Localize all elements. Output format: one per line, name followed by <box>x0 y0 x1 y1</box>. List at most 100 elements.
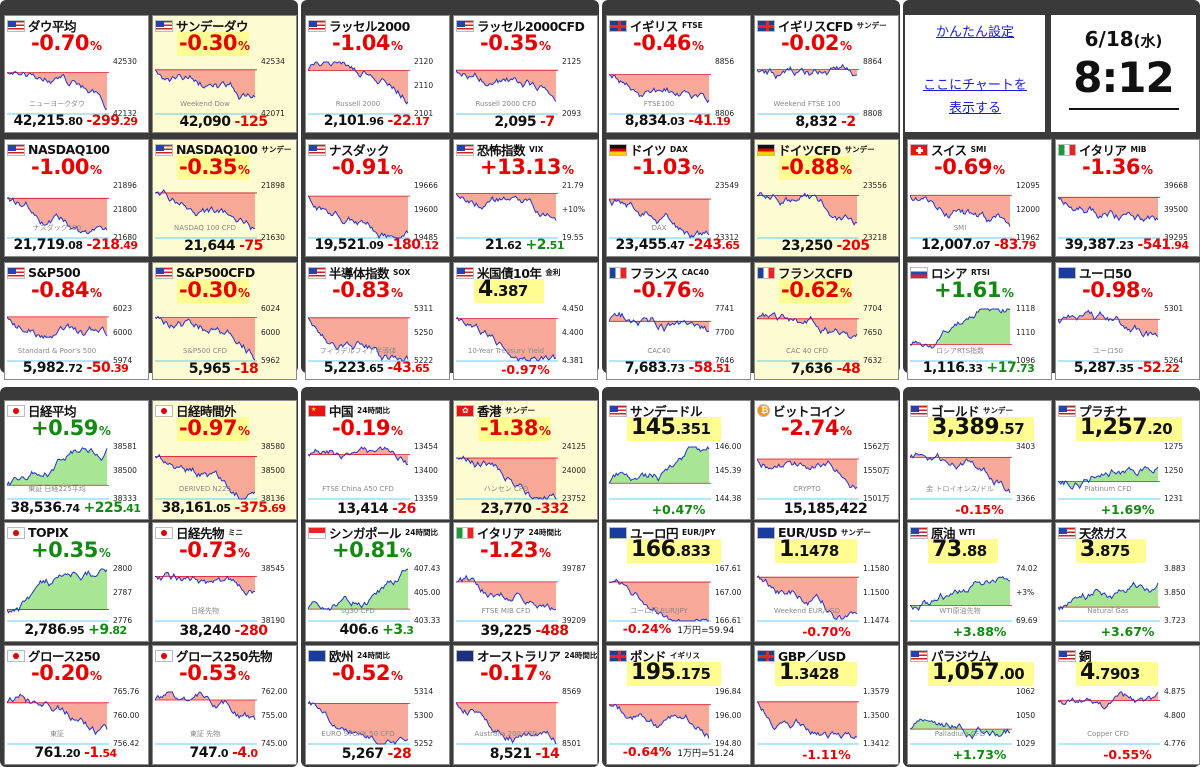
tile-sg[interactable]: シンガポール 24時間比 sg30 CFD 407.43 405.00 403.33 +0.… <box>305 522 450 642</box>
tile-n225-night[interactable]: 日経時間外 DERIVED N225 38580 38500 38136 -0.97% 38… <box>152 400 297 520</box>
tile-eurusd[interactable]: EUR/USD サンデー Weekend EUR/USD 1.1580 1.1500 1.… <box>754 522 899 642</box>
tile-us10y[interactable]: 米国債10年 金利 10-Year Treasury Yield 4.450 4.400… <box>453 262 598 380</box>
price-dec: .96 <box>365 115 385 128</box>
tile-header: グロース250先物 <box>155 647 296 664</box>
tile-nasdaq100-sun[interactable]: NASDAQ100 サンデー NASDAQ 100 CFD 21898 21630 -0.… <box>152 139 297 257</box>
percent-value: -1.23 <box>480 538 539 562</box>
tile-palladium[interactable]: パラジウム Palladium CFD 1062 1050 1029 1,057.00 +1… <box>907 645 1052 765</box>
show-chart-link-line2[interactable]: 表示する <box>948 101 1001 116</box>
percent-unit: % <box>993 163 1005 177</box>
percent-value: +0.81 <box>332 538 399 562</box>
tile-de-cfd[interactable]: ドイツCFD サンデー 23556 23218 -0.88% 23,250 -205 <box>754 139 899 257</box>
tile-header: スイス SMI <box>910 141 1051 158</box>
tile-gbpusd[interactable]: GBP／USD 1.3579 1.3500 1.3412 1.3428 -1.11% <box>754 645 899 765</box>
tile-growth250[interactable]: グロース250 東証 765.76 760.00 756.42 -0.20% 761.20-… <box>4 645 149 765</box>
tile-gold[interactable]: ゴールド サンデー金 トロイオンス/ドル 3403 3366 3,389.57 -0.15… <box>907 400 1052 520</box>
tile-growth250f[interactable]: グロース250先物 東証 先物 762.00 755.00 745.00 -0.53% 74… <box>152 645 297 765</box>
axis-tick-label: 8569 <box>562 688 581 696</box>
percent-unit: % <box>391 286 403 300</box>
tile-n225[interactable]: 日経平均 東証 日経225平均 38581 38500 38333 +0.59% 38,53… <box>4 400 149 520</box>
tile-gbpjpy[interactable]: ポンド イギリス 196.84 196.00 194.80 195.175 -0.64% 1万… <box>606 645 751 765</box>
tile-subtitle: ミニ <box>228 528 244 537</box>
chart-watermark: Natural Gas <box>1087 607 1129 615</box>
tile-smi[interactable]: スイス SMI SMI 12095 12000 11962 -0.69% 12,007.07-… <box>907 139 1052 257</box>
mini-chart: ハンセン CFD 24125 24000 23752 <box>456 443 586 503</box>
flag-icon: ₿ <box>757 404 770 417</box>
tile-china[interactable]: ★ 中国 24時間比 FTSE China A50 CFD 13454 13400 1335… <box>305 400 450 520</box>
tile-mib[interactable]: イタリア MIB 39668 39500 39295 -1.36% 39,387.23 -54… <box>1055 139 1200 257</box>
tile-nasdaq100[interactable]: NASDAQ100 ナスダック100 21896 21800 21680 -1.00% 21… <box>4 139 149 257</box>
axis-tick-label: 23312 <box>715 233 739 242</box>
percent-unit: % <box>1141 163 1153 177</box>
tile-russell[interactable]: ラッセル2000 Russell 2000 2120 2110 2101 -1.04% 2,… <box>305 15 450 133</box>
tile-it24[interactable]: イタリア 24時間比 FTSE MIB CFD 39787 39209 -1.23% 39,… <box>453 522 598 642</box>
tile-name: 香港 <box>477 404 502 419</box>
tile-dax[interactable]: ドイツ DAX DAX 23549 23312 -1.03% 23,455.47 -243.6… <box>606 139 751 257</box>
tile-cac[interactable]: フランス CAC40 CAC40 7741 7700 7646 -0.76% 7,683.73… <box>606 262 751 380</box>
tile-russell-cfd[interactable]: ラッセル2000CFD Russell 2000 CFD 2125 2093 -0.35… <box>453 15 598 133</box>
tile-header: シンガポール 24時間比 <box>308 524 449 541</box>
price-row: 8,834.03 -41.19 <box>607 113 748 130</box>
easy-setup-link[interactable]: かんたん設定 <box>935 25 1014 40</box>
tile-topix[interactable]: TOPIX 2800 2787 2776 +0.35% 2,786.95 +9.82 <box>4 522 149 642</box>
tile-ftse[interactable]: イギリス FTSE FTSE100 8856 8806 -0.46% 8,834.03 -41… <box>606 15 751 133</box>
tile-dow[interactable]: ダウ平均 ニューヨークダウ 42530 42132 -0.70% 42,215.80 -29… <box>4 15 149 133</box>
tile-name: NASDAQ100 <box>176 142 258 157</box>
tile-name: 恐怖指数 <box>477 143 526 158</box>
tile-sox[interactable]: 半導体指数 SOX フィラデルフィア半導体 5311 5250 5222 -0.83% 5,2… <box>305 262 450 380</box>
price-row: 38,240 -280 <box>153 623 294 639</box>
tile-nasdaq[interactable]: ナスダック 19666 19600 19485 -0.91% 19,521.09 -180.… <box>305 139 450 257</box>
tile-header: オーストラリア 24時間比 <box>456 647 597 664</box>
tile-sp500[interactable]: S&P500 Standard & Poor's 500 6023 6000 5974-… <box>4 262 149 380</box>
flag-icon <box>456 143 474 156</box>
tile-vix[interactable]: 恐怖指数 VIX 21.79 +10% 19.55 +13.13% 21.62 +2.51 <box>453 139 598 257</box>
axis-tick-label: 6000 <box>261 328 280 337</box>
tile-eurjpy[interactable]: ユーロ円 EUR/JPY ユーロ円 EUR/JPY 167.61 167.00 166.6… <box>606 522 751 642</box>
price-int: 1,057 <box>932 660 1000 685</box>
price-int: 13,414 <box>337 501 389 517</box>
percent-caption: +3.67% <box>1056 624 1199 639</box>
price-int: 406 <box>339 622 368 638</box>
axis-tick-label: 755.00 <box>261 711 287 720</box>
chart-watermark: ユーロ円 EUR/JPY <box>630 607 688 615</box>
tile-euro50[interactable]: ユーロ50 ユーロ50 5301 5264 -0.98% 5,287.35 -52.22 <box>1055 262 1200 380</box>
tile-n225-mini[interactable]: 日経先物 ミニ 日経先物 38545 38190 -0.73% 38,240 -280 <box>152 522 297 642</box>
tile-name: スイス <box>931 143 967 158</box>
tile-rtsi[interactable]: ロシア RTSI ロシアRTS指数 1118 1110 1096 +1.61% 1,116.3… <box>907 262 1052 380</box>
price-line <box>910 576 1011 612</box>
price-value: 3,389.57 <box>932 415 1025 442</box>
tile-name: イタリア <box>1079 143 1127 158</box>
mini-chart: Copper CFD 4.875 4.800 4.776 <box>1058 688 1186 748</box>
tile-btc[interactable]: ₿ ビットコイン CRYPTO 1562万 1550万 1501万 -2.74% 15,185… <box>754 400 899 520</box>
chart-area <box>609 579 709 621</box>
tile-au[interactable]: オーストラリア 24時間比 Australia 200 CFD 8569 8501 -0.… <box>453 645 598 765</box>
tile-uk-cfd[interactable]: イギリスCFD サンデー Weekend FTSE 100 8864 8808 -0.02… <box>754 15 899 133</box>
axis-tick-label: 5300 <box>414 711 433 720</box>
tile-wti[interactable]: 原油 WTI WTI原油先物 74.02 +3% 69.69 73.88 +3.88% <box>907 522 1052 642</box>
flag-icon <box>155 649 173 662</box>
price-int: 21,719 <box>13 237 65 253</box>
percent-caption: -0.97% <box>454 362 597 377</box>
tile-fr-cfd[interactable]: フランスCFD CAC 40 CFD 7704 7650 7632 -0.62% 7,636… <box>754 262 899 380</box>
price-line <box>609 198 710 239</box>
percent-change: -0.98% <box>1082 278 1153 305</box>
axis-tick-label: 38581 <box>113 443 137 451</box>
percent-unit: % <box>1001 286 1014 300</box>
tile-usdjpy[interactable]: サンデードル 146.00 145.39 144.38 145.351 +0.47% <box>606 400 751 520</box>
tile-natgas[interactable]: 天然ガス Natural Gas 3.883 3.850 3.723 3.875 +3.67… <box>1055 522 1200 642</box>
tile-europe[interactable]: 欧州 24時間比 EURO STOXX 50 CFD 5314 5300 5252 -0.5… <box>305 645 450 765</box>
tile-sunday-dow[interactable]: サンデーダウ Weekend Dow 42534 42071 -0.30% 42,090-… <box>152 15 297 133</box>
price-dec: .0 <box>217 747 229 760</box>
percent-change: -1.00% <box>31 155 102 182</box>
price-line <box>609 445 710 484</box>
tile-platinum[interactable]: プラチナ Platinum CFD 1275 1250 1231 1,257.20 +1.6… <box>1055 400 1200 520</box>
tile-hk[interactable]: ✿ 香港 サンデー ハンセン CFD 24125 24000 23752 -1.38% 23,7… <box>453 400 598 520</box>
tile-copper[interactable]: 銅 Copper CFD 4.875 4.800 4.776 4.7903 -0.55% <box>1055 645 1200 765</box>
show-chart-link-line1[interactable]: ここにチャートを <box>923 78 1027 93</box>
tile-sp500-cfd[interactable]: S&P500CFD S&P500 CFD 6024 6000 5962 -0.30% 5,9… <box>152 262 297 380</box>
tile-header: TOPIX <box>7 524 148 541</box>
chart-area <box>456 317 556 361</box>
price-value: 1.1478 <box>779 537 839 564</box>
axis-tick-label: 8806 <box>715 109 734 118</box>
tile-subtitle: サンデー <box>983 406 1014 415</box>
